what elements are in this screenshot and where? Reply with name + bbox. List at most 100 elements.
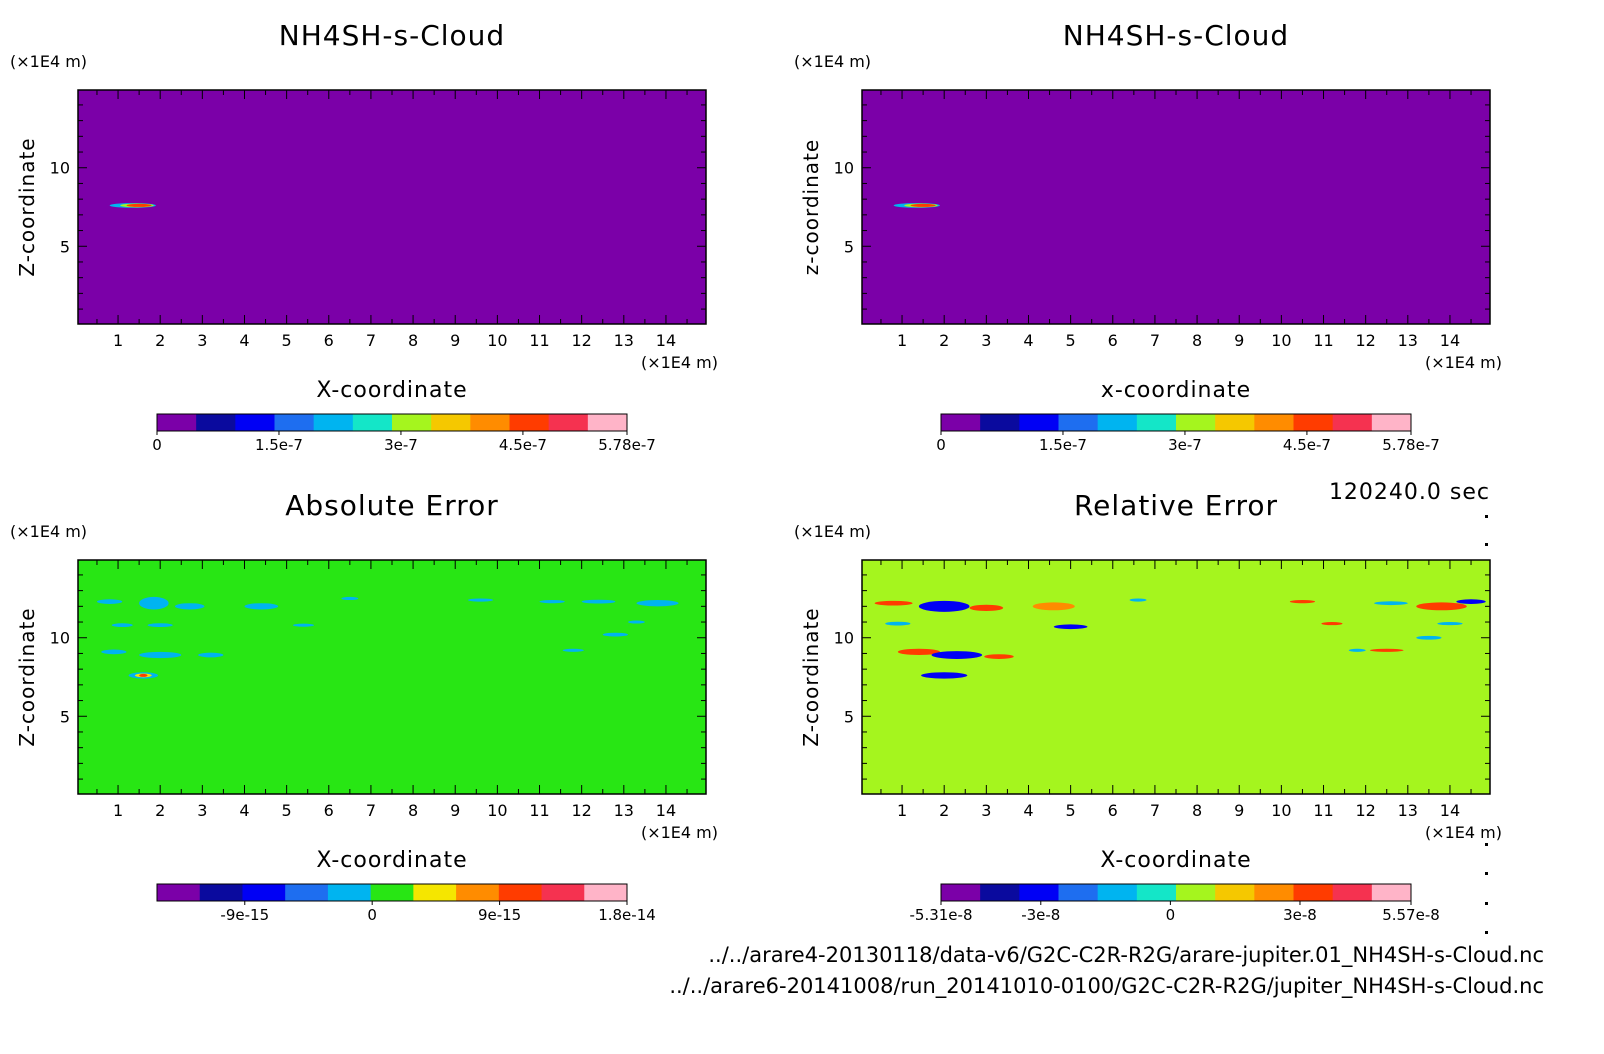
x-tick-label: 10 — [1271, 801, 1291, 820]
file-path-1: ../../arare4-20130118/data-v6/G2C-C2R-R2… — [708, 943, 1544, 967]
data-feature — [198, 652, 224, 658]
colorbar-segment — [980, 414, 1020, 431]
colorbar-segment — [1136, 884, 1177, 901]
x-tick-label: 1 — [897, 331, 907, 350]
x-tick-label: 2 — [939, 801, 949, 820]
data-feature — [96, 599, 123, 604]
feature-group — [893, 203, 940, 208]
x-unit-label: (×1E4 m) — [1425, 353, 1502, 372]
colorbar-segment — [235, 414, 275, 431]
chart-svg: Relative Error(×1E4 m)1 2 3 4 5 6 7 8 9 10 11 12 13 1… — [794, 489, 1502, 924]
y-tick-label: 10 — [50, 159, 70, 178]
colorbar-segment — [413, 884, 457, 901]
colorbar-segment — [1176, 884, 1216, 901]
x-tick-label: 4 — [1023, 331, 1033, 350]
colorbar-segment — [541, 884, 585, 901]
colorbar-segment — [587, 414, 628, 431]
colorbar-tick-label: 1.8e-14 — [598, 906, 656, 924]
colorbar-segment — [1097, 884, 1138, 901]
colorbar-segment — [980, 884, 1020, 901]
colorbar-segment — [584, 884, 628, 901]
colorbar-tick-label: 0 — [367, 906, 377, 924]
plot-area — [78, 560, 706, 794]
data-feature — [467, 598, 494, 602]
chart-title: NH4SH-s-Cloud — [279, 19, 505, 52]
x-tick-label: 7 — [366, 801, 376, 820]
colorbar-segment — [157, 884, 201, 901]
x-tick-label: 13 — [614, 801, 634, 820]
x-unit-label: (×1E4 m) — [1425, 823, 1502, 842]
y-tick-label: 5 — [60, 707, 70, 726]
data-feature — [1321, 622, 1343, 626]
x-tick-label: 11 — [1313, 331, 1333, 350]
data-feature — [921, 672, 968, 679]
colorbar-tick-label: 9e-15 — [478, 906, 521, 924]
x-tick-label: 9 — [1234, 801, 1244, 820]
chart-svg: NH4SH-s-Cloud(×1E4 m)1 2 3 4 5 6 7 8 9 10 11 12 13 14… — [10, 19, 718, 454]
x-tick-label: 6 — [324, 331, 334, 350]
colorbar-segment — [456, 884, 500, 901]
data-feature — [636, 600, 679, 607]
x-tick-label: 2 — [155, 331, 165, 350]
x-tick-label: 10 — [1271, 331, 1291, 350]
data-feature — [984, 654, 1014, 659]
x-tick-label: 3 — [981, 801, 991, 820]
feature-group — [874, 598, 1486, 679]
y-unit-label: (×1E4 m) — [794, 52, 871, 71]
data-feature — [602, 632, 629, 637]
data-feature — [244, 603, 279, 610]
x-tick-label: 10 — [487, 331, 507, 350]
x-tick-label: 5 — [1066, 331, 1076, 350]
data-feature — [931, 651, 983, 659]
colorbar-segment — [242, 884, 286, 901]
dot-marker — [1485, 872, 1488, 875]
chart-title: Absolute Error — [285, 489, 499, 522]
x-tick-label: 12 — [571, 331, 591, 350]
x-tick-label: 7 — [1150, 801, 1160, 820]
x-tick-label: 3 — [981, 331, 991, 350]
x-tick-label: 3 — [197, 331, 207, 350]
x-tick-label: 5 — [282, 331, 292, 350]
x-tick-label: 3 — [197, 801, 207, 820]
colorbar-segment — [199, 884, 243, 901]
time-label: 120240.0 sec — [1328, 480, 1490, 505]
colorbar-segment — [509, 414, 550, 431]
colorbar-tick-label: 4.5e-7 — [499, 436, 547, 454]
colorbar-segment — [1136, 414, 1177, 431]
colorbar-segment — [352, 414, 393, 431]
colorbar-segment — [1215, 884, 1255, 901]
x-tick-label: 5 — [282, 801, 292, 820]
y-axis-label: Z-coordinate — [15, 137, 39, 276]
data-feature — [539, 600, 565, 604]
x-tick-label: 8 — [408, 801, 418, 820]
colorbar-segment — [1097, 414, 1138, 431]
data-feature — [874, 600, 913, 606]
x-tick-label: 14 — [1440, 331, 1460, 350]
x-unit-label: (×1E4 m) — [641, 823, 718, 842]
colorbar-tick-label: 0 — [936, 436, 946, 454]
chart-svg: Absolute Error(×1E4 m)1 2 3 4 5 6 7 8 9 10 11 12 13 1… — [10, 489, 718, 924]
colorbar-tick-label: -3e-8 — [1021, 906, 1060, 924]
x-axis-label: X-coordinate — [316, 378, 467, 403]
x-tick-label: 2 — [155, 801, 165, 820]
x-tick-label: 11 — [529, 331, 549, 350]
colorbar-segment — [1176, 414, 1216, 431]
data-feature — [1348, 648, 1366, 652]
x-tick-label: 12 — [1355, 331, 1375, 350]
data-feature — [1369, 648, 1404, 652]
dot-marker — [1485, 931, 1488, 934]
colorbar-segment — [285, 884, 329, 901]
plot-area — [78, 90, 706, 324]
data-feature — [969, 604, 1004, 612]
data-feature — [1032, 602, 1075, 611]
chart-title: Relative Error — [1074, 489, 1278, 522]
colorbar-segment — [327, 884, 372, 901]
colorbar-tick-label: -9e-15 — [220, 906, 269, 924]
colorbar-segment — [1019, 414, 1059, 431]
x-tick-label: 9 — [450, 331, 460, 350]
y-tick-label: 5 — [60, 237, 70, 256]
x-tick-label: 9 — [1234, 331, 1244, 350]
colorbar-segment — [1254, 414, 1294, 431]
data-feature — [918, 600, 970, 612]
x-tick-label: 4 — [1023, 801, 1033, 820]
